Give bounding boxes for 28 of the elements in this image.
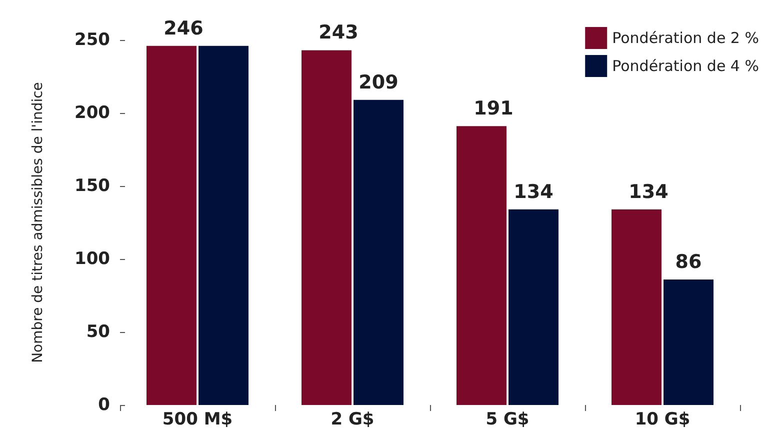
y-axis-title: Nombre de titres admissibles de l'indice bbox=[30, 82, 46, 363]
bar bbox=[612, 209, 662, 405]
x-tick-label: 2 G$ bbox=[330, 410, 374, 430]
y-tick-label: 0 bbox=[98, 395, 110, 415]
bar bbox=[456, 126, 506, 405]
data-label: 134 bbox=[628, 180, 668, 203]
y-tick-label: 50 bbox=[86, 322, 110, 342]
y-tick-label: 200 bbox=[74, 103, 110, 123]
data-label: 243 bbox=[318, 22, 358, 44]
bar bbox=[302, 50, 352, 405]
y-tick-label: 100 bbox=[74, 249, 110, 269]
data-label: 86 bbox=[675, 250, 702, 273]
legend-label: Pondération de 2 % bbox=[612, 29, 760, 47]
y-tick-label: 250 bbox=[74, 30, 110, 50]
bar bbox=[508, 209, 558, 405]
bar bbox=[664, 279, 714, 405]
data-label: 246 bbox=[164, 17, 204, 40]
x-tick-label: 5 G$ bbox=[486, 410, 530, 430]
y-tick-label: 150 bbox=[74, 176, 110, 196]
bar bbox=[146, 46, 196, 405]
x-tick-label: 500 M$ bbox=[162, 410, 233, 430]
data-label: 209 bbox=[358, 71, 398, 94]
bar bbox=[354, 100, 404, 405]
data-label: 191 bbox=[474, 98, 514, 120]
legend-label: Pondération de 4 % bbox=[612, 57, 760, 75]
bar bbox=[198, 46, 248, 405]
x-tick-label: 10 G$ bbox=[634, 410, 690, 430]
data-label: 134 bbox=[514, 180, 554, 203]
